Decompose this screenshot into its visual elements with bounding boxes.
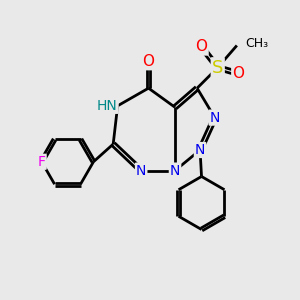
Text: O: O xyxy=(142,54,154,69)
Text: N: N xyxy=(195,143,205,157)
Text: N: N xyxy=(136,164,146,178)
Text: N: N xyxy=(170,164,180,178)
Text: F: F xyxy=(38,155,46,169)
Text: O: O xyxy=(232,66,244,81)
Text: O: O xyxy=(196,39,208,54)
Text: S: S xyxy=(212,58,224,76)
Text: CH₃: CH₃ xyxy=(246,37,269,50)
Text: N: N xyxy=(210,111,220,124)
Text: HN: HN xyxy=(97,99,118,113)
